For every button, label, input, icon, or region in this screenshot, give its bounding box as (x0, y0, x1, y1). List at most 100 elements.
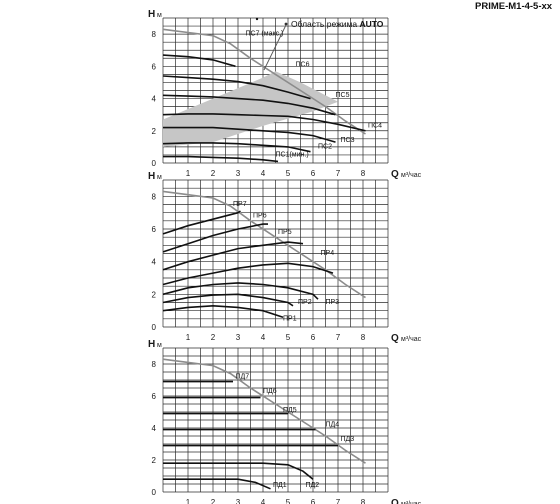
y-tick-label: 6 (152, 225, 157, 234)
chart-pr: ПР1 ПР2 ПР3 ПР4 ПР5 ПР6 ПР7 0 2 4 6 8 1 2 3 4 5 6 7 8 H м Q м³/… (148, 171, 422, 344)
x-axis-label: Q (391, 169, 399, 180)
y-tick-label: 4 (152, 424, 157, 433)
y-axis-unit: м (157, 342, 162, 349)
max-head-curve (162, 28, 366, 135)
x-tick-label: 2 (211, 333, 216, 342)
x-tick-label: 3 (236, 169, 241, 178)
series-label-pr-4: ПР4 (321, 250, 335, 257)
x-tick-label: 6 (311, 498, 316, 504)
x-tick-label: 2 (211, 498, 216, 504)
max-head-curve (162, 358, 366, 464)
x-tick-label: 5 (286, 169, 291, 178)
chart-pd: ПД1 ПД2 ПД3 ПД4 ПД5 ПД6 ПД7 0 2 4 6 8 1 2 3 4 5 6 7 8 Hм Qм³/… (148, 339, 422, 504)
series-label-pr-5: ПР5 (278, 229, 292, 236)
series-label-pd-7: ПД7 (236, 373, 250, 380)
series-line-pr-6 (162, 223, 268, 253)
series-label-pc-1: ПС1(мин.) (276, 152, 309, 159)
series-label-pc-3: ПС3 (341, 137, 355, 144)
y-tick-label: 0 (152, 323, 157, 332)
x-tick-label: 8 (361, 498, 366, 504)
marker-dot (255, 17, 259, 21)
x-tick-label: 4 (261, 169, 266, 178)
series-line-pr-7 (162, 210, 241, 235)
y-tick-label: 0 (152, 159, 157, 168)
series-label-pd-5: ПД5 (283, 407, 297, 414)
chart-grid (162, 179, 389, 328)
series-label-pd-4: ПД4 (326, 421, 340, 428)
series-label-pd-6: ПД6 (263, 388, 277, 395)
series-line-pr-1 (162, 304, 284, 318)
series-label-pr-2: ПР2 (298, 299, 312, 306)
x-axis-label: Q (391, 498, 399, 504)
series-line-pr-4 (162, 262, 334, 286)
series-label-pd-3: ПД3 (341, 436, 355, 443)
x-tick-label: 8 (361, 169, 366, 178)
y-tick-label: 8 (152, 360, 157, 369)
series-line-pc-3 (163, 126, 336, 143)
x-tick-label: 7 (336, 498, 341, 504)
series-label-pc-7: ПС7 (макс.) (246, 31, 284, 38)
x-tick-label: 6 (311, 169, 316, 178)
x-tick-label: 3 (236, 333, 241, 342)
x-tick-label: 1 (186, 498, 191, 504)
x-tick-label: 7 (336, 333, 341, 342)
y-axis-unit: м (157, 174, 162, 181)
auto-mode-note: Область режима AUTO (291, 19, 384, 29)
series-line-pc-5 (162, 94, 336, 116)
series-line-pr-2 (162, 293, 294, 307)
x-tick-label: 1 (186, 333, 191, 342)
x-tick-label: 7 (336, 169, 341, 178)
series-label-pd-1: ПД1 (273, 482, 287, 489)
y-axis-label: H (148, 9, 155, 20)
y-tick-label: 4 (152, 95, 157, 104)
series-line-pr-5 (162, 241, 304, 271)
x-axis-unit: м³/час (401, 172, 422, 179)
series-label-pc-2: ПС2 (318, 144, 332, 151)
series-label-pc-5: ПС5 (336, 92, 350, 99)
x-axis-unit: м³/час (401, 336, 422, 343)
x-tick-label: 1 (186, 169, 191, 178)
y-tick-label: 8 (152, 30, 157, 39)
series-line-pr-3 (162, 282, 319, 300)
series-line-pc-1 (163, 155, 279, 163)
series-label-pr-1: ПР1 (283, 315, 297, 322)
series-line-pc-2 (162, 142, 311, 153)
x-tick-label: 4 (261, 498, 266, 504)
x-tick-label: 5 (286, 498, 291, 504)
x-tick-label: 2 (211, 169, 216, 178)
x-axis-unit: м³/час (401, 501, 422, 504)
series-line-pc-7 (162, 54, 236, 68)
x-axis-label: Q (391, 333, 399, 344)
x-tick-label: 8 (361, 333, 366, 342)
series-label-pc-4: ПС4 (368, 123, 382, 130)
y-tick-label: 2 (152, 127, 157, 136)
auto-pointer-line (263, 24, 287, 71)
series-line-pc-6 (162, 75, 311, 100)
auto-mode-note-bold: AUTO (359, 19, 383, 29)
x-tick-label: 5 (286, 333, 291, 342)
chart-pc: ПС1(мин.) ПС2 ПС3 ПС4 ПС5 ПС6 ПС7 (макс.) 0 2 4 6 8… (148, 9, 422, 180)
series-line-pd-1 (163, 478, 271, 490)
y-tick-label: 8 (152, 192, 157, 201)
series-line-pc-4 (162, 113, 366, 132)
series-line-pd-2 (163, 462, 314, 480)
y-tick-label: 6 (152, 392, 157, 401)
y-axis-unit: м (157, 12, 162, 19)
max-head-curve (162, 190, 366, 299)
series-label-pr-7: ПР7 (233, 201, 247, 208)
y-tick-label: 6 (152, 62, 157, 71)
series-label-pc-6: ПС6 (296, 61, 310, 68)
chart-grid (162, 347, 389, 493)
series-label-pr-6: ПР6 (253, 213, 267, 220)
y-tick-label: 4 (152, 258, 157, 267)
x-tick-label: 4 (261, 333, 266, 342)
x-tick-label: 3 (236, 498, 241, 504)
series-label-pr-3: ПР3 (326, 299, 340, 306)
y-tick-label: 2 (152, 456, 157, 465)
y-tick-label: 0 (152, 488, 157, 497)
series-label-pd-2: ПД2 (306, 482, 320, 489)
auto-pointer-dot (284, 22, 288, 26)
y-axis-label: H (148, 339, 155, 350)
x-tick-label: 6 (311, 333, 316, 342)
